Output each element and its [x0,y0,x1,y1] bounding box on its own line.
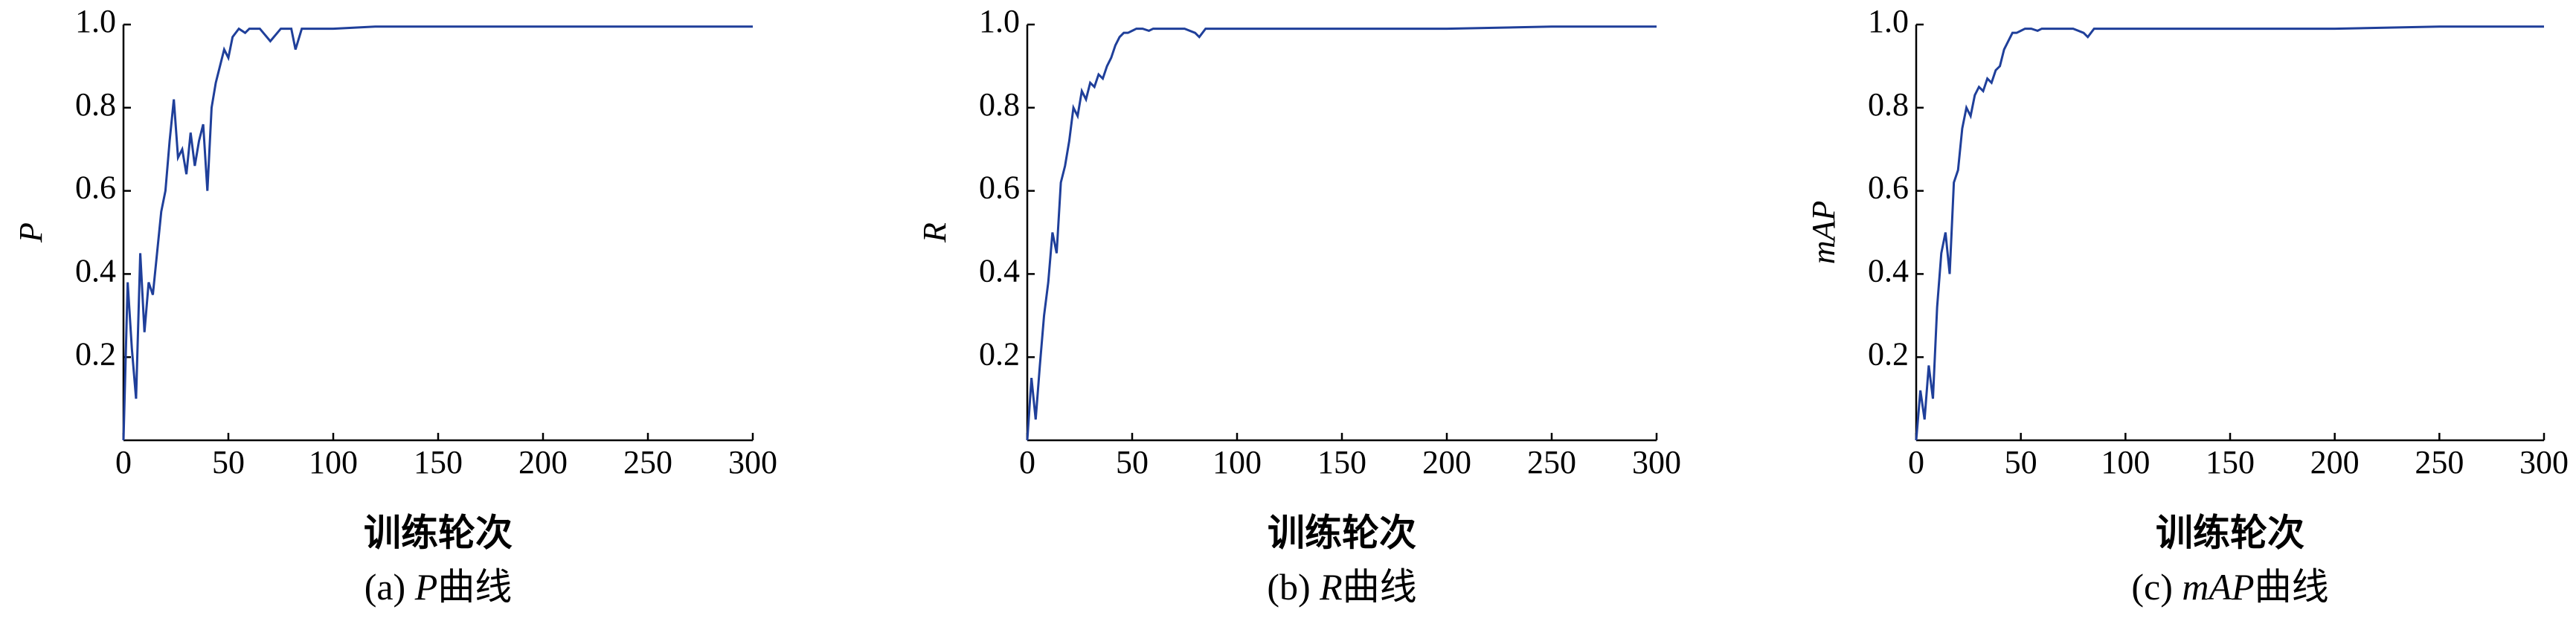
data-line [1026,25,1657,441]
caption-suffix: 曲线 [1343,566,1417,608]
x-tick-label: 50 [1116,444,1149,480]
x-tick-label: 150 [2206,444,2255,480]
y-tick-label: 0.8 [75,86,116,123]
y-tick-label: 0.6 [979,170,1020,206]
y-tick-label: 0.8 [979,86,1020,123]
x-tick-label: 100 [309,444,358,480]
caption-suffix: 曲线 [2255,566,2329,608]
x-tick-label: 250 [623,444,672,480]
x-tick-label: 300 [2519,444,2569,480]
x-tick-label: 250 [1527,444,1576,480]
x-tick-label: 200 [1422,444,1471,480]
x-axis-label: 训练轮次 [1268,512,1416,553]
caption-var: P [414,566,438,608]
y-axis-label: R [916,222,953,243]
x-tick-label: 200 [2310,444,2360,480]
y-axis-label: P [13,222,49,243]
data-line [1915,25,2544,441]
x-tick-label: 300 [1632,444,1681,480]
y-tick-label: 1.0 [979,3,1020,39]
x-tick-label: 200 [518,444,568,480]
y-tick-label: 1.0 [1868,3,1909,39]
y-tick-label: 0.6 [75,170,116,206]
caption-prefix: (b) [1267,566,1310,608]
y-tick-label: 0.4 [75,252,116,289]
caption-prefix: (c) [2131,566,2173,608]
caption-suffix: 曲线 [437,566,512,608]
y-tick-label: 0.2 [1868,335,1909,372]
y-tick-label: 1.0 [75,3,116,39]
x-tick-label: 0 [1908,444,1924,480]
x-tick-label: 50 [212,444,245,480]
y-tick-label: 0.4 [979,252,1020,289]
x-tick-label: 250 [2415,444,2464,480]
y-tick-label: 0.2 [979,335,1020,372]
x-axis-label: 训练轮次 [2156,512,2304,553]
x-axis-label: 训练轮次 [364,512,513,553]
x-tick-label: 0 [1019,444,1035,480]
x-tick-label: 300 [728,444,777,480]
y-tick-label: 0.4 [1868,252,1909,289]
x-tick-label: 150 [1317,444,1366,480]
y-tick-label: 0.6 [1868,170,1909,206]
caption: (b) R曲线 [1267,566,1416,608]
caption-prefix: (a) [364,566,406,608]
caption: (a) P曲线 [364,566,513,608]
y-axis-label: mAP [1805,201,1842,265]
caption: (c) mAP曲线 [2131,566,2328,608]
x-tick-label: 100 [1212,444,1262,480]
x-tick-label: 100 [2101,444,2150,480]
x-tick-label: 50 [2005,444,2037,480]
x-tick-label: 150 [414,444,463,480]
y-tick-label: 0.2 [75,335,116,372]
y-tick-label: 0.8 [1868,86,1909,123]
data-line [122,25,753,441]
x-tick-label: 0 [115,444,132,480]
caption-var: mAP [2182,566,2254,608]
caption-var: R [1319,566,1343,608]
